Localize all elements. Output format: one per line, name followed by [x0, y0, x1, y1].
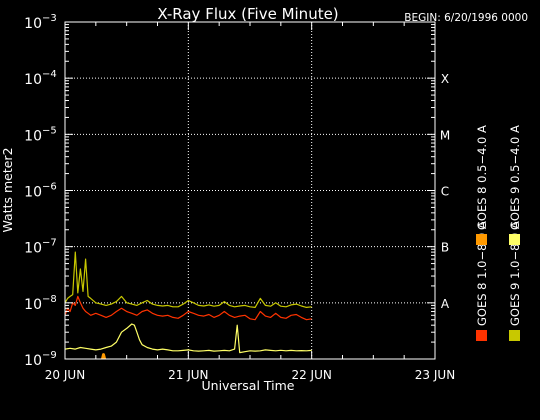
y-tick-label-exp: −3 [42, 13, 57, 24]
y-tick-label-base: 10 [24, 128, 42, 144]
legend-swatch-1 [476, 330, 487, 341]
x-tick-label: 21 JUN [168, 368, 208, 382]
legend-label-2: GOES 9 1.0−8.0 A [508, 221, 522, 326]
x-axis-label: Universal Time [202, 378, 295, 393]
chart-title: X-Ray Flux (Five Minute) [157, 5, 338, 23]
y-tick-label-base: 10 [24, 72, 42, 88]
x-tick-label: 23 JUN [415, 368, 455, 382]
axis-ticks [64, 21, 436, 360]
y-axis-label: Watts meter2 [0, 147, 15, 232]
grid-lines [65, 22, 435, 359]
flare-class-label: A [441, 297, 450, 311]
y-tick-label-exp: −6 [42, 182, 57, 193]
legend-swatch-2 [509, 330, 520, 341]
x-tick-label: 22 JUN [291, 368, 331, 382]
legend-label-4: GOES 9 0.5−4.0 A [508, 125, 522, 230]
y-tick-labels: 10−910−810−710−610−510−410−3 [24, 13, 57, 369]
legend-swatch-4 [509, 234, 520, 245]
series-line-4 [64, 323, 312, 354]
y-tick-label-base: 10 [24, 241, 42, 257]
series-line-3 [101, 353, 107, 360]
flare-class-label: C [441, 185, 449, 199]
legend-label-3: GOES 8 0.5−4.0 A [475, 125, 489, 230]
series-line-1 [64, 295, 312, 321]
flare-class-label: M [440, 128, 450, 142]
series-line-2 [64, 251, 312, 308]
y-tick-label-base: 10 [24, 185, 42, 201]
flare-class-label: B [441, 241, 449, 255]
legend-label-1: GOES 8 1.0−8.0 A [475, 221, 489, 326]
flare-class-labels: A B C M X [440, 72, 450, 311]
x-tick-label: 20 JUN [45, 368, 85, 382]
y-tick-label-exp: −4 [42, 69, 57, 80]
y-tick-label-exp: −8 [42, 294, 57, 305]
data-series [64, 251, 312, 360]
legend: GOES 8 1.0−8.0 A GOES 9 1.0−8.0 A GOES 8 0… [475, 125, 522, 341]
y-tick-label-exp: −7 [42, 238, 57, 249]
y-tick-label-exp: −9 [42, 350, 57, 361]
x-tick-labels: 20 JUN 21 JUN 22 JUN 23 JUN [45, 368, 455, 382]
begin-label: BEGIN: 6/20/1996 0000 [404, 12, 528, 24]
y-tick-label-base: 10 [24, 16, 42, 32]
y-tick-label-base: 10 [24, 297, 42, 313]
flare-class-label: X [441, 72, 449, 86]
legend-swatch-3 [476, 234, 487, 245]
y-tick-label-exp: −5 [42, 125, 57, 136]
y-tick-label-base: 10 [24, 353, 42, 369]
